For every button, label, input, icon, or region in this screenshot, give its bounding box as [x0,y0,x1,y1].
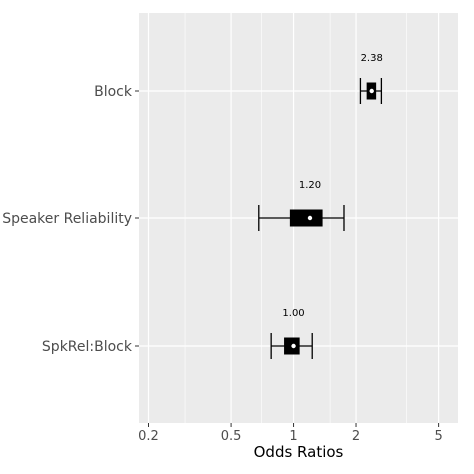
estimate-label: 1.00 [282,308,304,319]
estimate-label: 1.20 [299,180,321,191]
y-tick-label: Block [94,84,133,100]
y-tick-label: SpkRel:Block [42,339,133,355]
x-tick-label: 1 [289,429,297,444]
estimate-label: 2.38 [361,53,383,64]
y-tick-label: Speaker Reliability [2,211,132,227]
estimate-box [289,209,323,227]
x-tick-label: 5 [434,429,442,444]
estimate-point [291,343,296,349]
x-axis-title: Odds Ratios [254,443,344,461]
axes: 0.2 0.5 1 2 5 Block Speaker Reliability SpkRel:… [2,84,443,444]
estimate-point [369,88,374,94]
data-marks: 2.38 1.20 1.00 [258,53,383,359]
x-tick-label: 2 [352,429,360,444]
estimate-point [307,215,313,221]
x-tick-label: 0.2 [138,429,159,444]
x-tick-label: 0.5 [221,429,242,444]
